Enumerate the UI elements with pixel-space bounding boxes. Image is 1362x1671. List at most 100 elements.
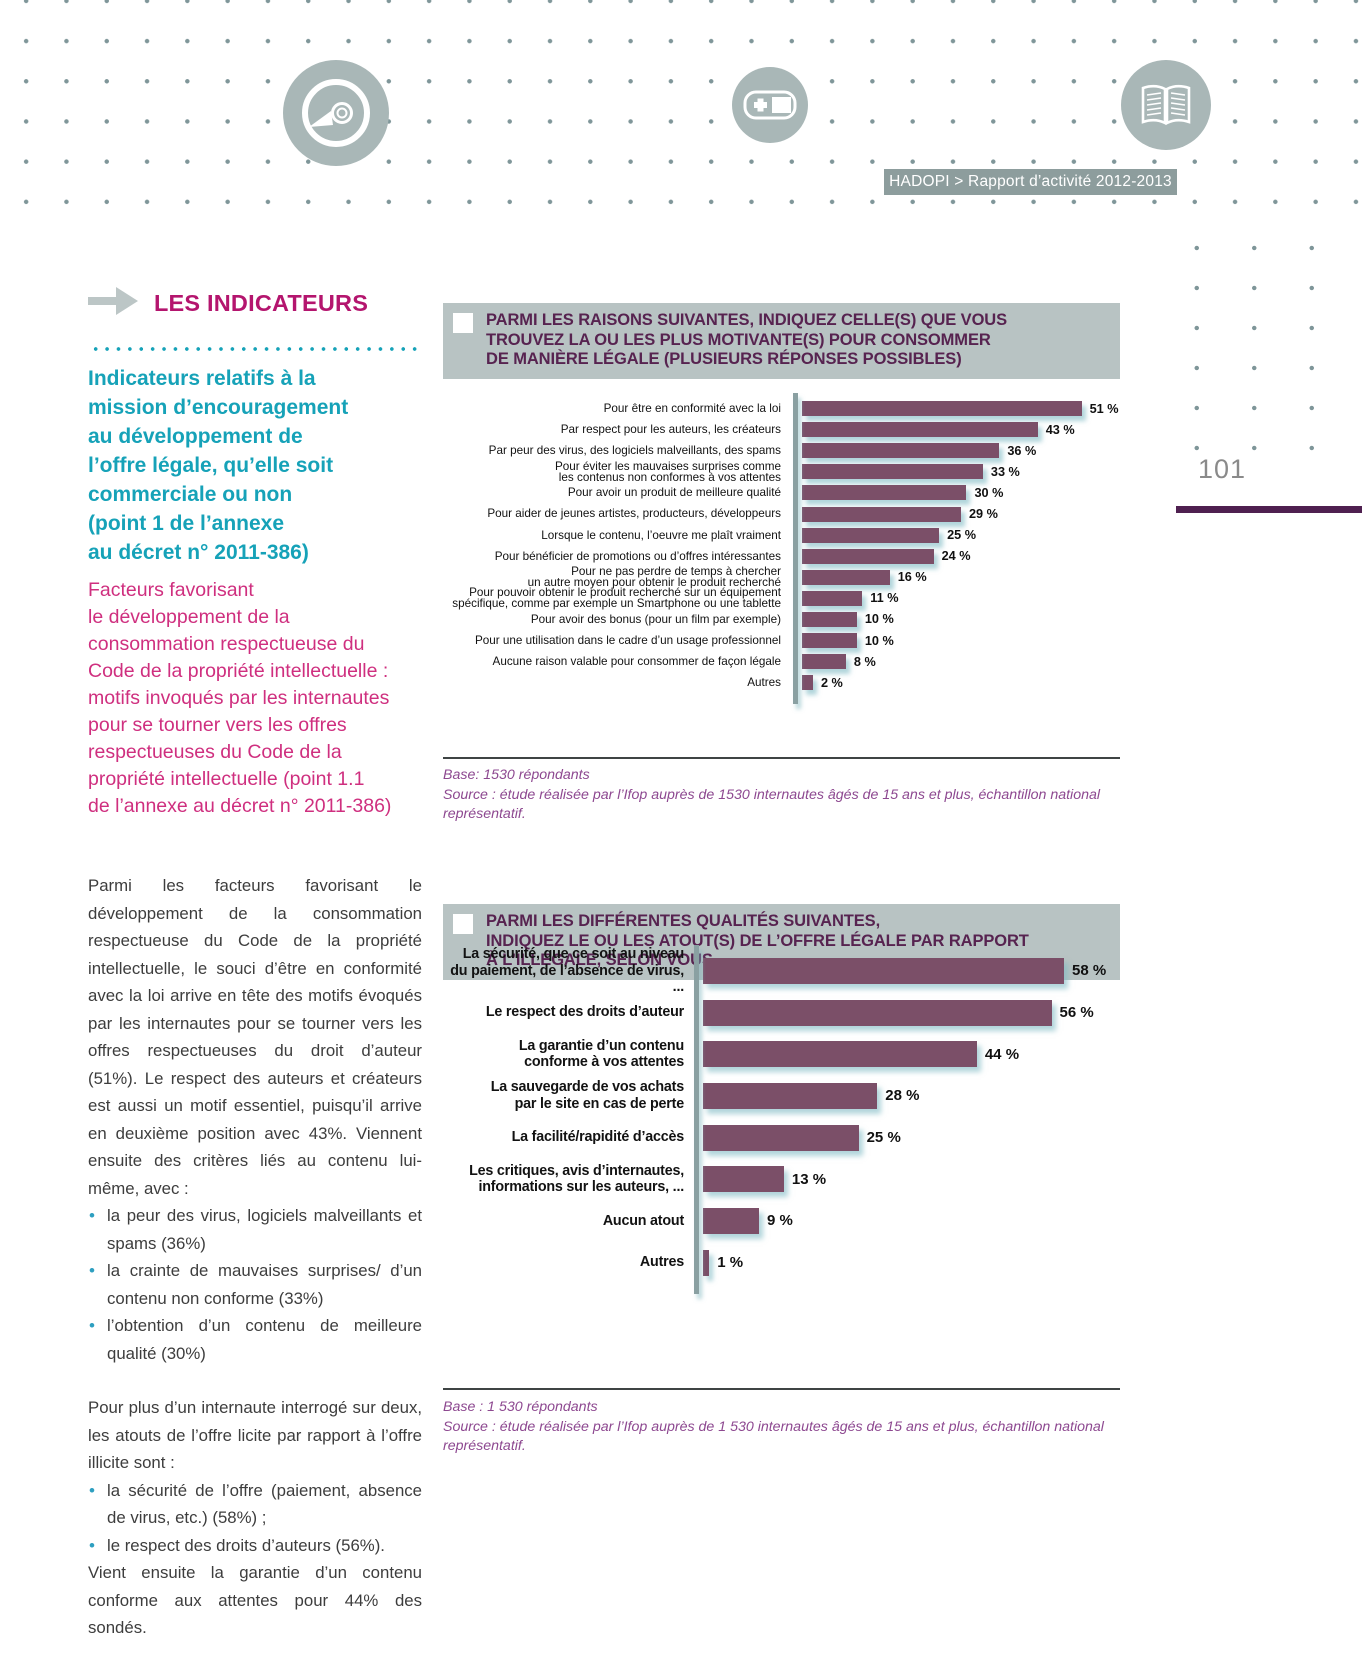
bar-value: 43 % — [1045, 422, 1075, 437]
bar-value: 44 % — [984, 1045, 1020, 1063]
bar-label: Pour ne pas perdre de temps à chercher u… — [527, 565, 781, 590]
bullet-item: la sécurité de l’offre (paiement, absenc… — [88, 1477, 422, 1532]
bar — [703, 1249, 710, 1276]
chart-row: La sauvegarde de vos achats par le site … — [443, 1075, 1120, 1117]
chart-row: Le respect des droits d’auteur 56 % — [443, 992, 1120, 1034]
chart-row: Aucune raison valable pour consommer de … — [443, 651, 1120, 672]
bar-value: 25 % — [866, 1129, 901, 1147]
dot-grid-right — [1152, 214, 1358, 452]
paragraph: Pour plus d’un internaute interrogé sur … — [88, 1398, 422, 1472]
bar — [703, 1124, 859, 1151]
body-text: Parmi les facteurs favorisant le dévelop… — [88, 872, 422, 1642]
chart-row: Pour avoir des bonus (pour un film par e… — [443, 609, 1120, 630]
bullet-list: la sécurité de l’offre (paiement, absenc… — [88, 1477, 422, 1560]
bar — [802, 633, 857, 649]
bar-value: 9 % — [767, 1212, 793, 1230]
bullet-item: le respect des droits d’auteurs (56%). — [88, 1532, 422, 1560]
bar — [802, 569, 890, 585]
bar-value: 10 % — [864, 633, 894, 648]
bar-value: 56 % — [1059, 1004, 1094, 1022]
bar — [802, 401, 1082, 417]
bar-track: 33 % — [793, 464, 1120, 480]
bar-label: Pour avoir des bonus (pour un film par e… — [530, 612, 781, 626]
chart-row: La sécurité, que ce soit au niveau du pa… — [443, 946, 1120, 995]
bar-label: Lorsque le contenu, l’oeuvre me plaît vr… — [541, 528, 781, 542]
bar-track: 29 % — [793, 506, 1120, 522]
bar-label: Pour pouvoir obtenir le produit recherch… — [452, 586, 781, 611]
bar-track: 10 % — [793, 611, 1120, 627]
chart-row: Par respect pour les auteurs, les créate… — [443, 419, 1120, 440]
chart2-base: Base : 1 530 répondants — [443, 1399, 598, 1415]
chart-row: Pour aider de jeunes artistes, producteu… — [443, 503, 1120, 524]
bar — [703, 1207, 759, 1234]
bar-track: 24 % — [793, 548, 1120, 564]
bar-label: La sécurité, que ce soit au niveau du pa… — [450, 946, 684, 996]
chart-row: Autres 2 % — [443, 672, 1120, 693]
bar-track: 2 % — [793, 675, 1120, 691]
bar-track: 43 % — [793, 422, 1120, 438]
chart-row: La garantie d’un contenu conforme à vos … — [443, 1033, 1120, 1075]
bar-value: 24 % — [941, 549, 971, 564]
bar — [802, 422, 1038, 438]
white-square-bullet — [453, 914, 473, 934]
bar-track: 9 % — [694, 1207, 1120, 1234]
bar-track: 25 % — [793, 527, 1120, 543]
bullet-list: la peur des virus, logiciels malveillant… — [88, 1202, 422, 1367]
page-number-rule — [1176, 506, 1362, 513]
bar — [703, 957, 1064, 984]
arrow-right-icon — [88, 287, 138, 320]
gamepad-icon — [732, 67, 808, 148]
chart-row: Pour avoir un produit de meilleure quali… — [443, 482, 1120, 503]
chart-row: Pour pouvoir obtenir le produit recherch… — [443, 586, 1120, 611]
chart-row: Pour être en conformité avec la loi 51 % — [443, 398, 1120, 419]
bar — [703, 1082, 878, 1109]
bar-label: Aucune raison valable pour consommer de … — [492, 655, 781, 669]
indicator-subheading: Facteurs favorisant le développement de … — [88, 579, 392, 817]
bar-track: 13 % — [694, 1166, 1120, 1193]
bar-track: 8 % — [793, 654, 1120, 670]
bar-value: 8 % — [853, 654, 876, 669]
chart1-footnote: Base: 1530 répondants Source : étude réa… — [443, 766, 1120, 825]
bar — [703, 1166, 784, 1193]
chart2-axis-line — [694, 945, 699, 1294]
paragraph: Parmi les facteurs favorisant le dévelop… — [88, 876, 422, 1198]
chart2-title: PARMI LES DIFFÉRENTES QUALITÉS SUIVANTES… — [486, 912, 1029, 969]
bar-value: 51 % — [1089, 401, 1119, 416]
bullet-item: l’obtention d’un contenu de meilleure qu… — [88, 1312, 422, 1367]
teal-dotted-divider — [90, 347, 420, 351]
bar-track: 16 % — [793, 569, 1120, 585]
bar-value: 29 % — [969, 507, 998, 522]
section-title: LES INDICATEURS — [154, 290, 369, 316]
bar — [802, 590, 863, 606]
report-header-badge: HADOPI > Rapport d’activité 2012-2013 — [884, 169, 1177, 195]
bar — [802, 654, 846, 670]
bar-track: 10 % — [793, 633, 1120, 649]
bar-label: Pour bénéficier de promotions ou d’offre… — [494, 549, 781, 563]
bar-track: 56 % — [694, 999, 1120, 1026]
chart1-source: Source : étude réalisée par l’Ifop auprè… — [443, 786, 1101, 823]
bar — [703, 1041, 977, 1068]
bar-track: 30 % — [793, 485, 1120, 501]
bar-label: La sauvegarde de vos achats par le site … — [490, 1079, 684, 1112]
chart-row: Lorsque le contenu, l’oeuvre me plaît vr… — [443, 525, 1120, 546]
open-book-icon — [1121, 60, 1211, 155]
bar-label: Pour être en conformité avec la loi — [603, 401, 781, 415]
bar-value: 30 % — [974, 485, 1004, 500]
bullet-item: la crainte de mauvaises surprises/ d’un … — [88, 1257, 422, 1312]
bar-label: Par respect pour les auteurs, les créate… — [560, 423, 781, 437]
bar-value: 16 % — [897, 570, 927, 585]
chart-row: Pour ne pas perdre de temps à chercher u… — [443, 565, 1120, 590]
bar-value: 11 % — [870, 591, 899, 606]
chart-row: Pour bénéficier de promotions ou d’offre… — [443, 546, 1120, 567]
bar — [703, 999, 1052, 1026]
chart1-title-box: PARMI LES RAISONS SUIVANTES, INDIQUEZ CE… — [443, 303, 1120, 379]
chart2-bar-chart: La sécurité, que ce soit au niveau du pa… — [443, 945, 1120, 1294]
white-square-bullet — [453, 313, 473, 333]
bar — [802, 548, 934, 564]
bar-value: 25 % — [947, 528, 976, 543]
bar-label: Pour avoir un produit de meilleure quali… — [567, 486, 781, 500]
chart1-base: Base: 1530 répondants — [443, 767, 590, 783]
bar-label: Pour aider de jeunes artistes, producteu… — [487, 507, 781, 521]
chart2-footnote: Base : 1 530 répondants Source : étude r… — [443, 1398, 1120, 1457]
divider-rule — [443, 1388, 1120, 1390]
